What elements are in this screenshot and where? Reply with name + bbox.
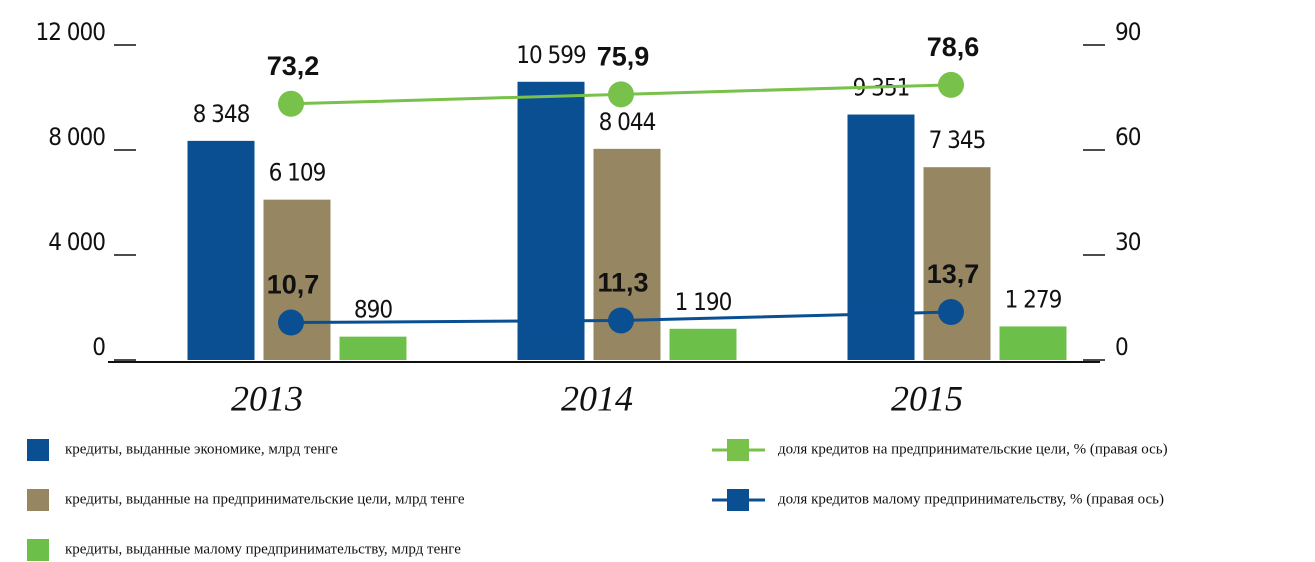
point-label: 73,2 — [267, 51, 320, 81]
legend-swatch — [727, 489, 749, 511]
legend-label: доля кредитов малому предпринимательству… — [778, 491, 1164, 507]
y2-tick-label: 90 — [1115, 18, 1141, 46]
y2-tick-label: 30 — [1115, 228, 1141, 256]
bar-label: 1 279 — [1005, 285, 1062, 313]
legend-swatch — [727, 439, 749, 461]
bar-label: 6 109 — [269, 159, 326, 187]
bar — [187, 140, 255, 360]
legend-label: кредиты, выданные экономике, млрд тенге — [65, 441, 338, 457]
point — [608, 307, 634, 334]
legend-swatch — [27, 539, 49, 561]
y2-tick-label: 60 — [1115, 123, 1141, 151]
bar — [517, 81, 585, 361]
bar — [999, 326, 1067, 360]
legend-swatch — [27, 489, 49, 511]
legend-label: кредиты, выданные малому предприниматель… — [65, 541, 461, 557]
y-tick-label: 0 — [92, 333, 105, 361]
point — [278, 90, 304, 117]
point — [608, 81, 634, 108]
y2-tick-label: 0 — [1115, 333, 1128, 361]
x-tick-label: 2013 — [231, 378, 303, 418]
bar-label: 10 599 — [516, 41, 586, 69]
bar — [339, 336, 407, 360]
y-tick-label: 4 000 — [48, 228, 105, 256]
point-label: 10,7 — [267, 270, 320, 300]
bar — [847, 114, 915, 360]
bar — [923, 167, 991, 360]
bar — [669, 328, 737, 360]
legend-label: доля кредитов на предпринимательские цел… — [778, 441, 1168, 457]
bar-label: 8 044 — [599, 108, 656, 136]
point — [938, 71, 964, 98]
x-tick-label: 2015 — [891, 378, 963, 418]
point-label: 13,7 — [927, 259, 980, 289]
y-tick-label: 12 000 — [35, 18, 105, 46]
point-label: 75,9 — [597, 41, 650, 71]
point-label: 11,3 — [597, 268, 648, 298]
point — [278, 309, 304, 336]
bar-label: 890 — [354, 296, 392, 324]
y-tick-label: 8 000 — [48, 123, 105, 151]
point — [938, 299, 964, 326]
legend-label: кредиты, выданные на предпринимательские… — [65, 491, 465, 507]
point-label: 78,6 — [927, 32, 980, 62]
legend-swatch — [27, 439, 49, 461]
bar-label: 8 348 — [193, 100, 250, 128]
x-tick-label: 2014 — [561, 378, 633, 418]
bar-label: 7 345 — [929, 126, 986, 154]
bar-label: 1 190 — [675, 288, 732, 316]
